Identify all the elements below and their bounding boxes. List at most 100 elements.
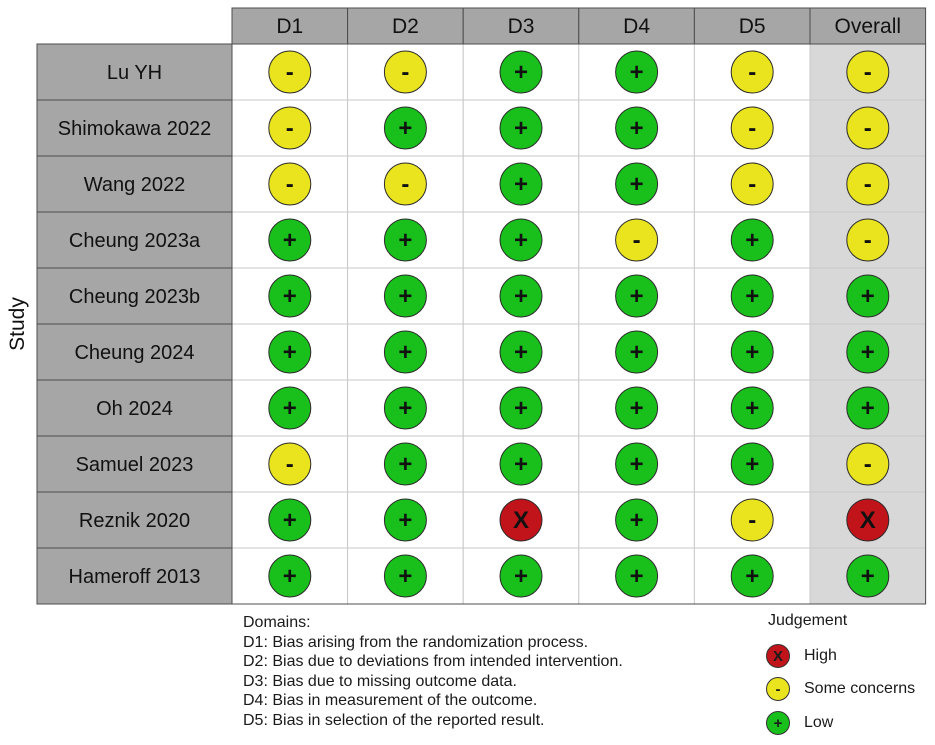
- column-header-overall: [809, 7, 927, 45]
- row-label-box-shimokawa-2022: [36, 99, 233, 157]
- judgement-symbol-cheung-2024-d5: +: [745, 339, 759, 366]
- row-label-reznik-2020: Reznik 2020: [79, 510, 190, 532]
- judgement-symbol-lu-yh-d5: -: [748, 59, 756, 86]
- judgement-dot-cheung-2023b-d5: [730, 274, 774, 318]
- judgement-symbol-wang-2022-d5: -: [748, 171, 756, 198]
- judgement-dot-cheung-2023a-d1: [268, 218, 312, 262]
- judgement-dot-reznik-2020-d1: [268, 498, 312, 542]
- judgement-dot-shimokawa-2022-d5: [730, 106, 774, 150]
- judgement-dot-cheung-2024-overall: [846, 330, 890, 374]
- judgement-symbol-samuel-2023-d3: +: [514, 451, 528, 478]
- row-label-cheung-2023b: Cheung 2023b: [69, 286, 200, 308]
- judgement-dot-wang-2022-d1: [268, 162, 312, 206]
- row-label-box-hameroff-2013: [36, 547, 233, 605]
- judgement-dot-cheung-2024-d1: [268, 330, 312, 374]
- judgement-dot-oh-2024-d1: [268, 386, 312, 430]
- row-label-lu-yh: Lu YH: [107, 62, 162, 84]
- row-label-hameroff-2013: Hameroff 2013: [69, 566, 201, 588]
- row-label-cheung-2024: Cheung 2024: [74, 342, 194, 364]
- judgement-symbol-lu-yh-overall: -: [864, 59, 872, 86]
- judgement-symbol-shimokawa-2022-overall: -: [864, 115, 872, 142]
- judgement-symbol-cheung-2023b-d2: +: [398, 283, 412, 310]
- judgement-symbol-hameroff-2013-d1: +: [283, 563, 297, 590]
- judgement-symbol-cheung-2023b-overall: +: [861, 283, 875, 310]
- grid-border: [231, 43, 927, 605]
- judgement-dot-wang-2022-overall: [846, 162, 890, 206]
- judgement-symbol-cheung-2023b-d4: +: [630, 283, 644, 310]
- judgement-symbol-cheung-2023a-d5: +: [745, 227, 759, 254]
- judgement-symbol-oh-2024-d2: +: [398, 395, 412, 422]
- judgement-symbol-shimokawa-2022-d2: +: [398, 115, 412, 142]
- judgement-dot-reznik-2020-d4: [615, 498, 659, 542]
- judgement-dot-reznik-2020-d2: [383, 498, 427, 542]
- domain-d4-description: D4: Bias in measurement of the outcome.: [243, 692, 538, 709]
- judgement-dot-hameroff-2013-d1: [268, 554, 312, 598]
- judgement-symbol-hameroff-2013-d4: +: [630, 563, 644, 590]
- judgement-dot-shimokawa-2022-d3: [499, 106, 543, 150]
- judgement-dot-cheung-2023a-d5: [730, 218, 774, 262]
- judgement-dot-lu-yh-d3: [499, 50, 543, 94]
- column-header-label-d3: D3: [508, 15, 535, 38]
- row-label-box-cheung-2023b: [36, 267, 233, 325]
- legend-item-low: + Low: [766, 710, 833, 736]
- judgement-symbol-reznik-2020-d1: +: [283, 507, 297, 534]
- domain-d1-description: D1: Bias arising from the randomization …: [243, 633, 589, 651]
- judgement-symbol-samuel-2023-d4: +: [630, 451, 644, 478]
- judgement-dot-hameroff-2013-overall: [846, 554, 890, 598]
- domain-d3-description: D3: Bias due to missing outcome data.: [243, 672, 517, 690]
- judgement-dot-samuel-2023-d3: [499, 442, 543, 486]
- judgement-dot-wang-2022-d3: [499, 162, 543, 206]
- column-header-label-d1: D1: [276, 15, 303, 38]
- judgement-symbol-cheung-2023a-d4: -: [633, 227, 641, 254]
- judgement-symbol-wang-2022-d2: -: [401, 171, 409, 198]
- judgement-symbol-cheung-2024-d4: +: [630, 339, 644, 366]
- judgement-dot-samuel-2023-overall: [846, 442, 890, 486]
- domain-d2-description: D2: Bias due to deviations from intended…: [243, 653, 623, 670]
- judgement-symbol-oh-2024-d5: +: [745, 395, 759, 422]
- judgement-symbol-wang-2022-d4: +: [630, 171, 644, 198]
- low-risk-icon: +: [766, 711, 790, 735]
- column-header-d3: [462, 7, 580, 45]
- judgement-dot-lu-yh-overall: [846, 50, 890, 94]
- judgement-dot-cheung-2024-d2: [383, 330, 427, 374]
- judgement-dot-oh-2024-d3: [499, 386, 543, 430]
- judgement-symbol-wang-2022-d3: +: [514, 171, 528, 198]
- judgement-dot-lu-yh-d2: [383, 50, 427, 94]
- judgement-symbol-hameroff-2013-d2: +: [398, 563, 412, 590]
- judgement-dot-oh-2024-d5: [730, 386, 774, 430]
- judgement-dot-samuel-2023-d2: [383, 442, 427, 486]
- judgement-symbol-shimokawa-2022-d1: -: [286, 115, 294, 142]
- domain-d5-description: D5: Bias in selection of the reported re…: [243, 711, 545, 729]
- judgement-dot-lu-yh-d5: [730, 50, 774, 94]
- column-header-label-d4: D4: [623, 15, 650, 38]
- judgement-symbol-reznik-2020-d3: X: [513, 507, 529, 534]
- judgement-symbol-hameroff-2013-d3: +: [514, 563, 528, 590]
- judgement-dot-reznik-2020-d5: [730, 498, 774, 542]
- column-header-label-d5: D5: [739, 15, 766, 38]
- judgement-symbol-hameroff-2013-d5: +: [745, 563, 759, 590]
- judgement-dot-hameroff-2013-d4: [615, 554, 659, 598]
- judgement-symbol-reznik-2020-overall: X: [860, 507, 876, 534]
- row-label-box-lu-yh: [36, 43, 233, 101]
- domains-legend: Domains: D1: Bias arising from the rando…: [243, 613, 623, 730]
- some-concerns-icon: -: [766, 677, 790, 701]
- judgement-dot-samuel-2023-d5: [730, 442, 774, 486]
- judgement-symbol-hameroff-2013-overall: +: [861, 563, 875, 590]
- judgement-symbol-cheung-2024-overall: +: [861, 339, 875, 366]
- judgement-symbol-oh-2024-overall: +: [861, 395, 875, 422]
- judgement-symbol-oh-2024-d3: +: [514, 395, 528, 422]
- row-label-shimokawa-2022: Shimokawa 2022: [58, 118, 211, 140]
- judgement-dot-cheung-2023a-d2: [383, 218, 427, 262]
- judgement-symbol-cheung-2023a-d3: +: [514, 227, 528, 254]
- judgement-symbol-reznik-2020-d5: -: [748, 507, 756, 534]
- column-header-d2: [347, 7, 464, 45]
- judgement-symbol-shimokawa-2022-d4: +: [630, 115, 644, 142]
- judgement-dot-cheung-2023b-overall: [846, 274, 890, 318]
- judgement-dot-cheung-2023a-overall: [846, 218, 890, 262]
- judgement-symbol-cheung-2024-d2: +: [398, 339, 412, 366]
- judgement-symbol-lu-yh-d1: -: [286, 59, 294, 86]
- judgement-symbol-cheung-2024-d1: +: [283, 339, 297, 366]
- judgement-dot-wang-2022-d4: [615, 162, 659, 206]
- judgement-dot-lu-yh-d4: [615, 50, 659, 94]
- row-label-samuel-2023: Samuel 2023: [76, 454, 194, 476]
